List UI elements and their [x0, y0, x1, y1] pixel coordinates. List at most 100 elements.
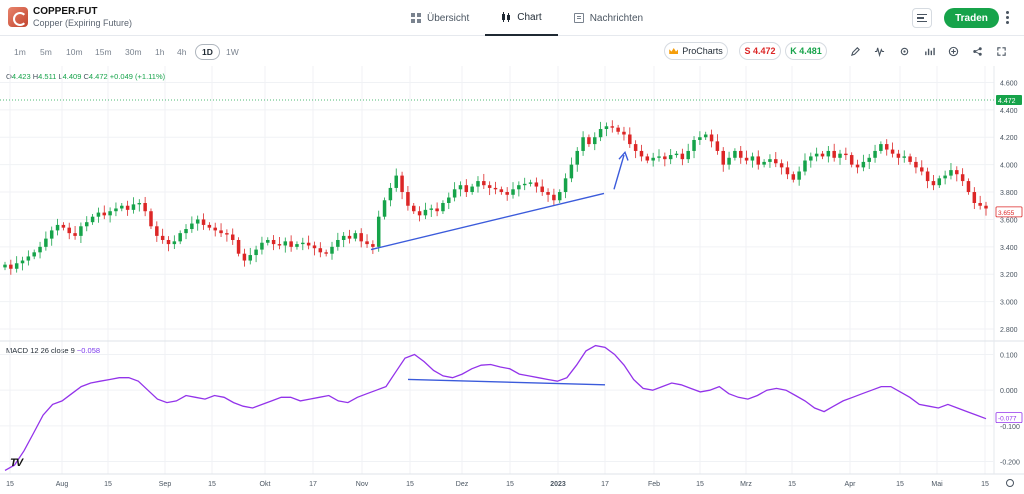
candle-body	[301, 242, 305, 245]
candle-body	[289, 241, 293, 247]
timeframe-1m[interactable]: 1m	[14, 47, 26, 57]
timeframe-1w[interactable]: 1W	[226, 47, 239, 57]
candle-body	[674, 153, 679, 156]
close-value: 4.472	[88, 72, 108, 81]
price-chart[interactable]: 4.600 4.400 4.200 4.000 3.800 3.600 3.400 3.200…	[0, 66, 1024, 494]
buy-button[interactable]: K 4.481	[785, 42, 827, 60]
candle-body	[610, 126, 615, 128]
candle-body	[604, 126, 609, 130]
candle-body	[908, 156, 912, 162]
timeframe-10m[interactable]: 10m	[66, 47, 83, 57]
candlestick-series	[3, 120, 988, 275]
price-tick-label: 3.200	[1000, 272, 1018, 279]
tab-overview[interactable]: Übersicht	[395, 0, 485, 36]
candle-body	[902, 156, 907, 158]
x-tick-label: 2023	[550, 481, 566, 488]
watchlist-button[interactable]	[912, 8, 932, 28]
candle-body	[593, 137, 597, 145]
candle-body	[487, 185, 492, 188]
last-price-badge	[996, 94, 1022, 105]
candle-body	[376, 216, 381, 247]
candle-body	[67, 227, 71, 234]
high-label: H	[32, 72, 39, 81]
candle-body	[972, 192, 977, 203]
candle-body	[108, 211, 112, 216]
tab-news[interactable]: Nachrichten	[558, 0, 659, 36]
timeframe-1d[interactable]: 1D	[195, 44, 220, 60]
candle-body	[779, 163, 784, 168]
candle-body	[522, 183, 527, 186]
crown-icon	[669, 48, 679, 54]
candle-body	[201, 219, 206, 225]
candle-body	[382, 200, 387, 217]
candle-body	[166, 239, 171, 245]
tradingview-logo-icon: TV	[10, 457, 23, 469]
candle-body	[563, 178, 568, 193]
candle-body	[452, 189, 457, 198]
x-tick-label: Dez	[456, 481, 469, 488]
candle-body	[353, 233, 358, 239]
candle-body	[744, 157, 749, 161]
x-tick-label: Aug	[56, 481, 69, 488]
pencil-icon[interactable]	[850, 46, 861, 57]
x-tick-label: 15	[896, 481, 904, 488]
timeframe-1h[interactable]: 1h	[155, 47, 165, 57]
prochart-button[interactable]: ProCharts	[664, 42, 728, 60]
x-tick-label: Okt	[260, 481, 271, 488]
high-value: 4.511	[38, 72, 57, 81]
trade-button[interactable]: Traden	[944, 8, 999, 28]
settings-icon[interactable]	[899, 46, 910, 57]
candle-body	[26, 256, 31, 261]
candle-body	[277, 244, 282, 246]
candle-body	[44, 238, 48, 247]
candle-body	[814, 153, 819, 157]
candle-body	[715, 141, 720, 151]
macd-series	[4, 344, 987, 471]
share-icon[interactable]	[972, 46, 983, 57]
price-tick-label: 2.800	[1000, 327, 1018, 334]
candle-body	[949, 170, 953, 176]
candle-body	[341, 235, 346, 240]
candle-body	[318, 248, 323, 253]
candle-body	[803, 160, 807, 172]
candle-body	[155, 226, 159, 236]
candle-body	[633, 144, 638, 151]
candle-body	[84, 222, 89, 227]
candle-body	[470, 186, 474, 193]
compare-icon[interactable]	[924, 46, 935, 57]
candle-body	[733, 150, 737, 158]
candle-body	[844, 153, 848, 156]
instrument-name: Copper (Expiring Future)	[33, 18, 133, 28]
axis-settings-icon	[1006, 479, 1014, 487]
main-tabs: Übersicht Chart Nachrichten	[395, 0, 659, 36]
tab-chart[interactable]: Chart	[485, 0, 558, 36]
ohlc-legend: O4.423 H4.511 L4.409 C4.472 +0.049 (+1.1…	[6, 72, 165, 81]
open-value: 4.423	[11, 72, 31, 81]
candle-body	[476, 181, 480, 187]
candle-body	[686, 150, 690, 160]
timeframe-15m[interactable]: 15m	[95, 47, 112, 57]
candle-body	[920, 167, 924, 172]
candle-body	[482, 181, 486, 186]
more-options-icon[interactable]	[1006, 11, 1009, 25]
x-tick-label: 15	[208, 481, 216, 488]
timeframe-4h[interactable]: 4h	[177, 47, 187, 57]
candle-body	[295, 244, 299, 247]
x-tick-label: 17	[309, 481, 317, 488]
candle-body	[680, 153, 685, 160]
x-tick-label: Apr	[845, 481, 857, 488]
candle-body	[534, 182, 539, 187]
timeframe-30m[interactable]: 30m	[125, 47, 142, 57]
x-tick-label: 15	[6, 481, 14, 488]
sell-button[interactable]: S 4.472	[739, 42, 781, 60]
candle-body	[517, 185, 521, 190]
fullscreen-icon[interactable]	[996, 46, 1007, 57]
candle-body	[242, 253, 247, 261]
add-icon[interactable]	[948, 46, 959, 57]
indicators-icon[interactable]	[874, 46, 885, 57]
candle-body	[774, 159, 778, 164]
candle-body	[628, 134, 632, 145]
candle-body	[867, 157, 871, 162]
price-arrow-shaft	[613, 154, 625, 190]
timeframe-5m[interactable]: 5m	[40, 47, 52, 57]
